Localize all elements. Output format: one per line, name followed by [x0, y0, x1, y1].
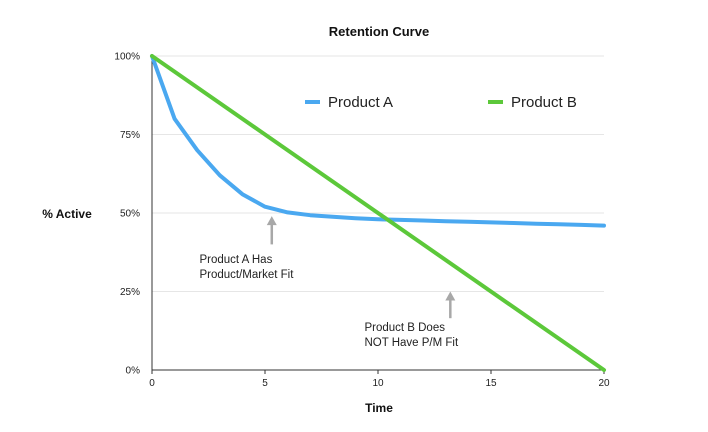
annotation-text: NOT Have P/M Fit	[364, 337, 459, 349]
x-tick-label: 20	[598, 378, 610, 389]
y-tick-label: 25%	[120, 287, 140, 298]
y-tick-label: 75%	[120, 130, 140, 141]
grid-layer	[152, 55, 604, 292]
y-tick-label: 50%	[120, 209, 140, 220]
annotation-text: Product A Has	[199, 254, 272, 266]
annotation-text: Product B Does	[364, 322, 445, 334]
legend-label-product-b: Product B	[511, 94, 577, 111]
annotation-text: Product/Market Fit	[199, 269, 294, 281]
y-axis-label: % Active	[42, 207, 92, 221]
chart-title: Retention Curve	[329, 24, 429, 39]
x-tick-label: 10	[372, 378, 384, 389]
annotation-arrow-head	[266, 216, 277, 226]
x-tick-label: 0	[149, 378, 155, 389]
y-tick-label: 0%	[126, 366, 141, 377]
x-tick-label: 5	[262, 378, 268, 389]
annotation-layer: Product A Has Product/Market Fit Product B…	[199, 216, 459, 349]
x-axis-label: Time	[365, 401, 393, 415]
series-line-product-a	[150, 54, 606, 228]
annotation-arrow-head	[445, 291, 456, 301]
series-line-product-b	[150, 54, 606, 372]
axes-layer: 0% 25% 50% 75% 100% 0 5 10 15 20	[114, 52, 610, 390]
y-tick-label: 100%	[114, 52, 140, 63]
legend-label-product-a: Product A	[328, 94, 393, 111]
x-tick-label: 15	[485, 378, 497, 389]
series-layer	[150, 54, 606, 372]
legend: Product A Product B	[305, 94, 577, 111]
